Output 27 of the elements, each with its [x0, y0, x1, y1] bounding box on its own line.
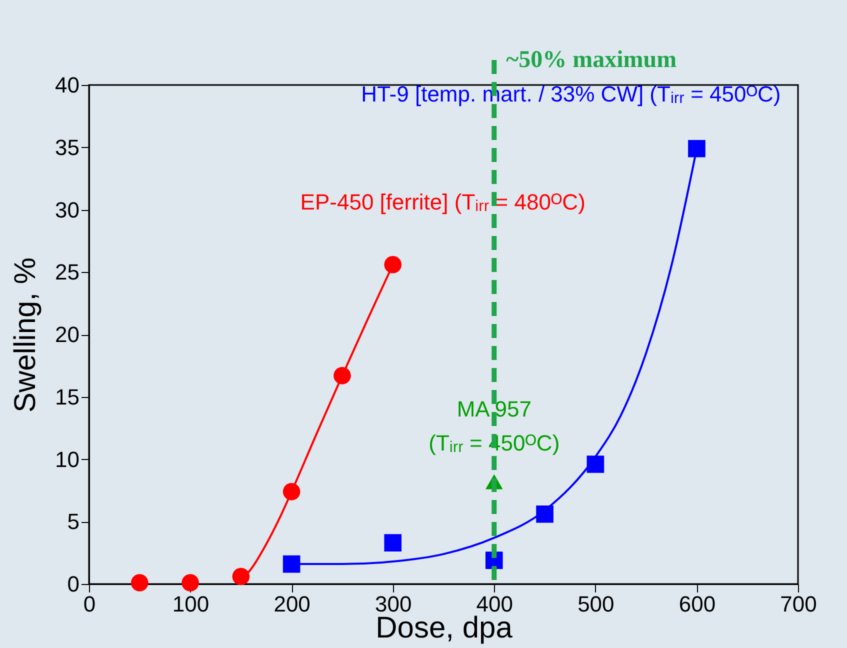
y-tick-label: 20 — [55, 322, 80, 347]
y-tick-label: 0 — [67, 572, 80, 596]
y-tick-label: 40 — [55, 72, 80, 98]
x-tick-label: 700 — [780, 592, 817, 616]
point — [688, 140, 706, 158]
text: EP-450 [ferrite] (Tᵢᵣᵣ = 480ᴼC) — [300, 190, 586, 215]
y-tick-label: 30 — [55, 197, 80, 222]
y-tick-label: 10 — [55, 446, 80, 472]
x-tick-label: 600 — [678, 592, 716, 616]
ref-line-label: ~50% maximum — [506, 47, 677, 73]
x-tick-label: 0 — [83, 592, 96, 616]
text: HT-9 [temp. mart. / 33% CW] (Tᵢᵣᵣ = 450ᴼC) — [361, 82, 781, 107]
x-tick-label: 500 — [578, 592, 614, 616]
point — [384, 534, 402, 552]
x-tick-label: 200 — [274, 592, 310, 616]
point — [130, 574, 148, 592]
y-tick-label: 35 — [55, 134, 80, 160]
y-axis-title: Swelling, % — [9, 257, 42, 413]
point — [536, 505, 554, 523]
point — [282, 555, 300, 573]
y-tick-label: 5 — [67, 509, 80, 534]
y-tick-label: 15 — [55, 384, 80, 410]
point — [384, 256, 402, 274]
point — [232, 568, 250, 586]
x-tick-label: 100 — [172, 592, 210, 616]
y-tick-label: 25 — [55, 260, 80, 285]
point — [182, 574, 199, 592]
